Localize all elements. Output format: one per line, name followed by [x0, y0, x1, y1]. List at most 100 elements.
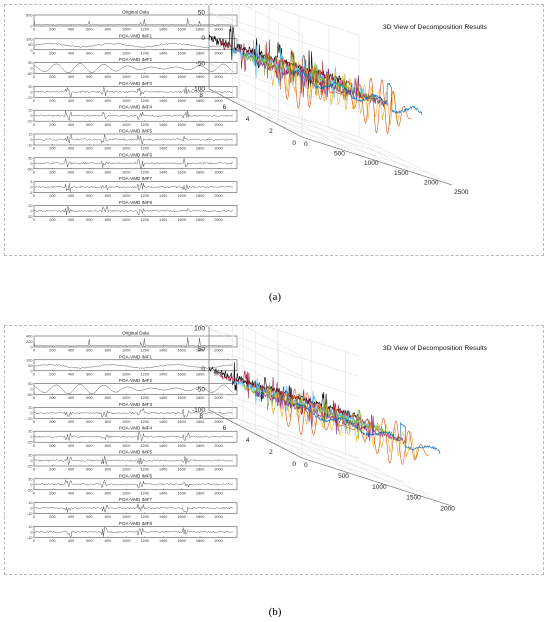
axis-line [301, 457, 453, 507]
subplot-xtick-label: 1400 [159, 372, 167, 376]
grid-line [278, 124, 429, 174]
grid-line [208, 63, 303, 112]
subplot-xtick-label: 0 [33, 147, 35, 151]
subplot-signal-line [33, 42, 233, 48]
subplot-xtick-label: 200 [49, 349, 55, 353]
subplot-ytick-label: 0 [30, 90, 32, 94]
subplot-title: POA-VMD IMF1 [119, 33, 153, 38]
subplot-xtick-label: 600 [86, 468, 92, 472]
z-tick-label: 50 [198, 10, 206, 17]
subplot-axes-box [33, 478, 238, 491]
subplot-xtick-label: 1000 [122, 491, 130, 495]
subplot-xtick-label: 2000 [214, 75, 222, 79]
subplot-xtick-label: 1000 [122, 123, 130, 127]
subplot-xtick-label: 800 [105, 51, 111, 55]
subplot-xtick-label: 1800 [196, 539, 204, 543]
subplot-xtick-label: 600 [86, 396, 92, 400]
subplot-ytick-label: 50 [28, 61, 32, 65]
subplot-xtick-label: 1600 [177, 51, 185, 55]
subplot-title: POA-VMD IMF1 [119, 354, 153, 359]
subplot-xtick-label: 2000 [214, 420, 222, 424]
grid-line [255, 112, 406, 162]
view3d-axes: 3D View of Decomposition Results05001000… [192, 305, 488, 513]
subplot-xtick-label: 1200 [141, 420, 149, 424]
imf-series-line-2 [278, 51, 411, 134]
subplot-xtick-label: 1400 [159, 468, 167, 472]
subplot-ytick-label: -50 [27, 72, 33, 76]
subplot-xtick-label: 800 [105, 349, 111, 353]
grid-line [208, 409, 360, 459]
subplot-ytick-label: 400 [26, 335, 32, 339]
subplot-ytick-label: 500 [26, 14, 32, 18]
subplot-xtick-label: 1000 [122, 75, 130, 79]
subplot-xtick-label: 1400 [159, 51, 167, 55]
subplot-ytick-label: 0 [30, 435, 32, 439]
subplot-title: POA-VMD IMF6 [119, 473, 153, 478]
subplot-axes-box [33, 430, 238, 443]
subplot-xtick-label: 400 [68, 396, 74, 400]
grid-line [255, 433, 406, 483]
grid-line [208, 88, 360, 138]
subplot-xtick-label: 0 [33, 539, 35, 543]
subplot-xtick-label: 400 [68, 491, 74, 495]
subplot-xtick-label: 0 [33, 444, 35, 448]
subplot-xtick-label: 800 [105, 218, 111, 222]
subplot-xtick-label: 400 [68, 170, 74, 174]
subplot-xtick-label: 1800 [196, 491, 204, 495]
subplot-ytick-label: -20 [27, 96, 33, 100]
view3d-title: 3D View of Decomposition Results [383, 345, 488, 352]
subplot-xtick-label: 1800 [196, 170, 204, 174]
subplot-xtick-label: 0 [33, 99, 35, 103]
subplot-xtick-label: 2000 [214, 539, 222, 543]
subplot-xtick-label: 1200 [141, 28, 149, 32]
subplot-xtick-label: 0 [33, 468, 35, 472]
subplot-6: POA-VMD IMF6 50 0-500 200 400 600 800 1000 1200 1… [27, 152, 238, 174]
subplot-xtick-label: 600 [86, 372, 92, 376]
subplot-xtick-label: 400 [68, 123, 74, 127]
subplot-signal-line [33, 157, 234, 169]
subplot-xtick-label: 400 [68, 468, 74, 472]
grid-line [208, 328, 303, 377]
subplot-title: POA-VMD IMF8 [119, 200, 153, 205]
grid-line [208, 389, 303, 438]
subplot-ytick-label: 5 [30, 180, 32, 184]
subplot-axes-box [33, 133, 238, 146]
subplot-xtick-label: 600 [86, 99, 92, 103]
subplot-signal-line [33, 503, 234, 514]
subplot-xtick-label: 400 [68, 99, 74, 103]
subplot-xtick-label: 200 [49, 444, 55, 448]
subplot-xtick-label: 1000 [122, 372, 130, 376]
subplot-xtick-label: 1200 [141, 372, 149, 376]
subplot-signal-line [33, 205, 233, 216]
subplot-xtick-label: 1000 [122, 515, 130, 519]
subplot-title: POA-VMD IMF4 [119, 105, 153, 110]
caption-b: (b) [268, 606, 282, 618]
subplot-xtick-label: 0 [33, 372, 35, 376]
subplot-title: Original Data [122, 10, 149, 15]
subplot-xtick-label: 800 [105, 28, 111, 32]
subplot-xtick-label: 800 [105, 123, 111, 127]
subplot-xtick-label: 0 [33, 28, 35, 32]
subplot-xtick-label: 600 [86, 420, 92, 424]
subplot-xtick-label: 1400 [159, 194, 167, 198]
subplot-xtick-label: 1800 [196, 468, 204, 472]
subplot-xtick-label: 200 [49, 51, 55, 55]
y-tick-label: 6 [223, 104, 227, 111]
subplot-signal-line [33, 384, 234, 394]
subplot-xtick-label: 2000 [214, 468, 222, 472]
subplot-ytick-label: 20 [28, 85, 32, 89]
subplot-xtick-label: 1400 [159, 515, 167, 519]
subplot-xtick-label: 1600 [177, 491, 185, 495]
subplot-xtick-label: 200 [49, 28, 55, 32]
subplot-axes-box [33, 383, 238, 395]
subplot-xtick-label: 1800 [196, 51, 204, 55]
grid-line [208, 12, 360, 61]
subplot-xtick-label: 0 [33, 194, 35, 198]
subplot-xtick-label: 2000 [214, 194, 222, 198]
subplot-xtick-label: 400 [68, 349, 74, 353]
subplot-title: POA-VMD IMF5 [119, 450, 153, 455]
